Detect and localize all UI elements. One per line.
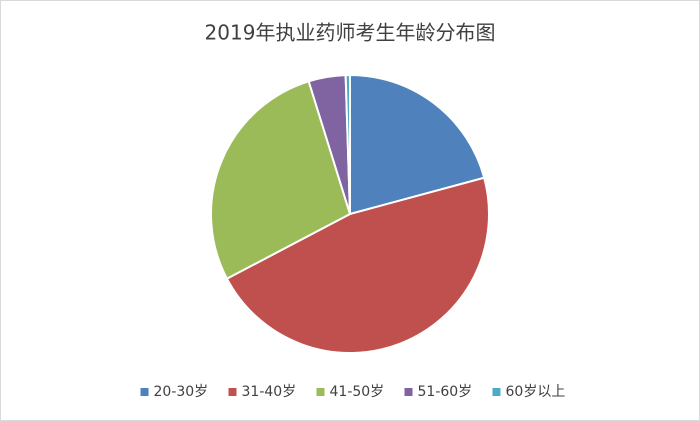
pie-slice <box>349 73 486 216</box>
legend-swatch <box>492 388 501 396</box>
pie-slice <box>344 73 351 215</box>
pie-slice <box>210 80 352 281</box>
legend-swatch <box>228 388 237 396</box>
legend-swatch <box>140 388 149 396</box>
legend-label: 20-30岁 <box>154 384 209 400</box>
legend-label: 41-50岁 <box>330 384 385 400</box>
legend-label: 60岁以上 <box>506 384 566 400</box>
legend-swatch <box>404 388 413 396</box>
chart-title: 2019年执业药师考生年龄分布图 <box>205 21 496 45</box>
legend-swatch <box>316 388 325 396</box>
legend-label: 51-60岁 <box>418 384 473 400</box>
pie-slice <box>225 176 490 354</box>
legend-label: 31-40岁 <box>242 384 297 400</box>
